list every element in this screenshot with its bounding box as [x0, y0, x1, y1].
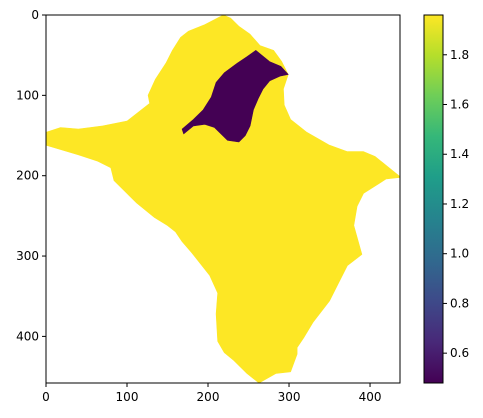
plot-frame: [45, 14, 401, 384]
y-tick-label: 400: [16, 329, 39, 343]
outer-region: [46, 15, 400, 383]
y-axis: 0 100 200 300 400: [16, 8, 46, 343]
x-tick-label: 100: [116, 390, 139, 404]
x-tick-label: 300: [278, 390, 301, 404]
colorbar-axis: 0.6 0.8 1.0 1.2 1.4 1.6 1.8: [443, 48, 469, 360]
x-tick-label: 200: [197, 390, 220, 404]
colorbar-tick-label: 0.6: [450, 346, 469, 360]
colorbar-tick-label: 1.8: [450, 48, 469, 62]
x-tick-label: 0: [42, 390, 50, 404]
colorbar-frame: [423, 14, 444, 384]
x-axis: 0 100 200 300 400: [42, 383, 381, 404]
x-tick-label: 400: [359, 390, 382, 404]
y-tick-label: 200: [16, 169, 39, 183]
heatmap-regions: [46, 15, 400, 383]
y-tick-label: 0: [31, 8, 39, 22]
colorbar-tick-label: 1.4: [450, 147, 469, 161]
colorbar-tick-label: 1.2: [450, 197, 469, 211]
colorbar-tick-label: 0.8: [450, 296, 469, 310]
colorbar: [424, 15, 443, 383]
y-tick-label: 100: [16, 88, 39, 102]
colorbar-tick-label: 1.6: [450, 98, 469, 112]
y-tick-label: 300: [16, 249, 39, 263]
colorbar-tick-label: 1.0: [450, 247, 469, 261]
inner-region: [181, 50, 289, 143]
